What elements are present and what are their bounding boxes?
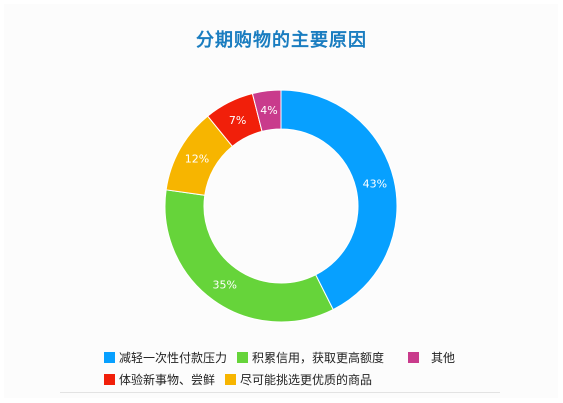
- legend-swatch: [237, 351, 249, 363]
- legend-label: 尽可能挑选更优质的商品: [240, 372, 373, 387]
- legend-swatch: [104, 373, 115, 385]
- legend-swatch: [104, 351, 115, 363]
- chart-title: 分期购物的主要原因: [196, 30, 367, 51]
- legend-row-2: 体验新事物、尝鲜 尽可能挑选更优质的商品: [104, 368, 524, 390]
- slice-build-credit: [164, 189, 334, 323]
- slice-other: [251, 89, 282, 132]
- legend-row-1: 减轻一次性付款压力 积累信用，获取更高额度 其他: [104, 346, 524, 368]
- legend-item-reduce-payment-pressure: 减轻一次性付款压力: [104, 349, 227, 366]
- label-4: 4%: [260, 104, 277, 117]
- label-43: 43%: [363, 178, 387, 191]
- label-12: 12%: [185, 153, 209, 166]
- legend-item-better-products: 尽可能挑选更优质的商品: [225, 371, 372, 388]
- label-35: 35%: [213, 278, 237, 291]
- legend: 减轻一次性付款压力 积累信用，获取更高额度 其他 体验新事物、尝鲜 尽可能挑选更…: [104, 346, 524, 390]
- legend-label: 积累信用，获取更高额度: [252, 350, 385, 365]
- legend-item-try-new-things: 体验新事物、尝鲜: [104, 371, 215, 388]
- legend-item-other: 其他: [408, 349, 455, 366]
- chart-frame: [4, 4, 558, 398]
- legend-label: 体验新事物、尝鲜: [119, 372, 216, 387]
- divider: [60, 392, 500, 393]
- legend-item-build-credit: 积累信用，获取更高额度: [237, 349, 384, 366]
- legend-swatch: [225, 373, 237, 385]
- label-7: 7%: [229, 114, 246, 127]
- slice-reduce-payment-pressure: [280, 89, 398, 311]
- legend-label: 减轻一次性付款压力: [119, 350, 228, 365]
- legend-label: 其他: [431, 350, 456, 365]
- legend-swatch: [408, 351, 420, 363]
